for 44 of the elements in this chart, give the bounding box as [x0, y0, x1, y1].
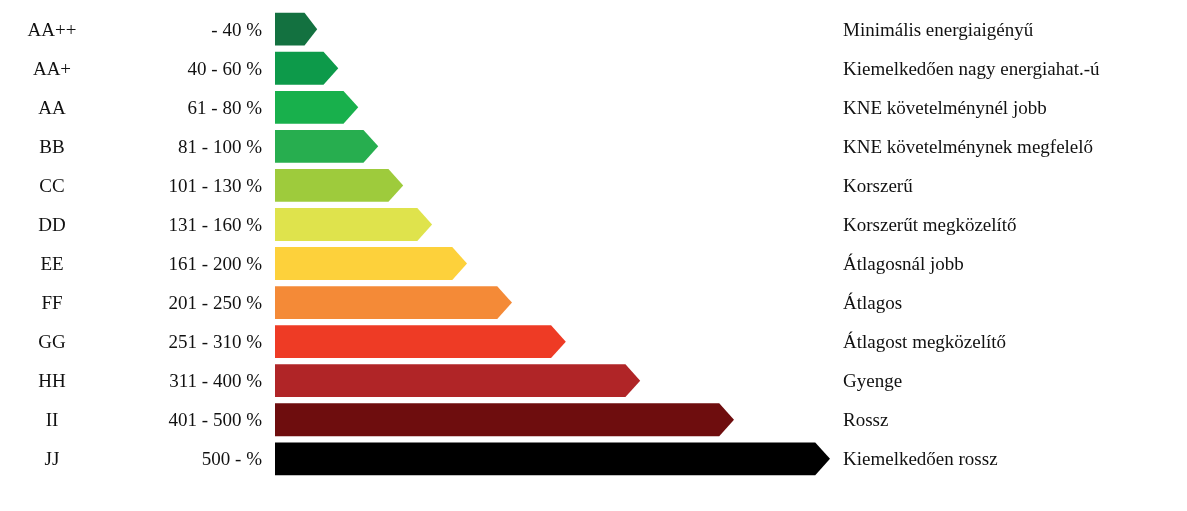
- text: Korszerűt megközelítő: [843, 214, 1017, 236]
- bar: [275, 403, 734, 437]
- y-tick-label: AA: [38, 96, 66, 118]
- text: Rossz: [843, 409, 889, 431]
- text: 81 - 100 %: [178, 136, 263, 158]
- text: Korszerű: [843, 175, 914, 197]
- bar: [275, 247, 468, 280]
- text: 161 - 200 %: [168, 253, 263, 275]
- text: Gyenge: [843, 370, 903, 392]
- bar: [275, 325, 566, 359]
- text: KNE követelménynek megfelelő: [843, 136, 1094, 158]
- y-tick-label: EE: [40, 253, 64, 275]
- y-tick-label: BB: [39, 136, 65, 158]
- text: Kiemelkedően rossz: [843, 448, 998, 470]
- text: 311 - 400 %: [169, 370, 263, 392]
- bar: [275, 286, 512, 319]
- y-tick-label: JJ: [44, 448, 60, 470]
- text: 201 - 250 %: [168, 292, 263, 314]
- text: 500 - %: [201, 448, 263, 470]
- text: Átlagos: [843, 292, 903, 314]
- y-tick-label: II: [45, 409, 59, 431]
- text: Minimális energiaigényű: [843, 18, 1034, 40]
- bar: [275, 208, 433, 241]
- bar: [275, 442, 830, 476]
- text: 61 - 80 %: [187, 96, 263, 118]
- y-tick-label: GG: [38, 331, 66, 353]
- text: KNE követelménynél jobb: [843, 96, 1047, 118]
- bar: [275, 364, 641, 398]
- text: 251 - 310 %: [168, 331, 263, 353]
- y-tick-label: AA+: [32, 57, 72, 79]
- text: 101 - 130 %: [168, 175, 263, 197]
- y-tick-label: CC: [39, 175, 65, 197]
- text: Átlagost megközelítő: [843, 331, 1007, 353]
- text: - 40 %: [211, 18, 263, 40]
- text: Kiemelkedően nagy energiahat.-ú: [843, 57, 1101, 79]
- bar: [275, 169, 404, 202]
- text: 401 - 500 %: [168, 409, 263, 431]
- y-tick-label: AA++: [27, 18, 77, 40]
- y-tick-label: DD: [38, 214, 66, 236]
- text: Átlagosnál jobb: [843, 253, 964, 275]
- y-tick-label: FF: [41, 292, 63, 314]
- text: 40 - 60 %: [187, 57, 263, 79]
- y-tick-label: HH: [38, 370, 66, 392]
- text: 131 - 160 %: [168, 214, 263, 236]
